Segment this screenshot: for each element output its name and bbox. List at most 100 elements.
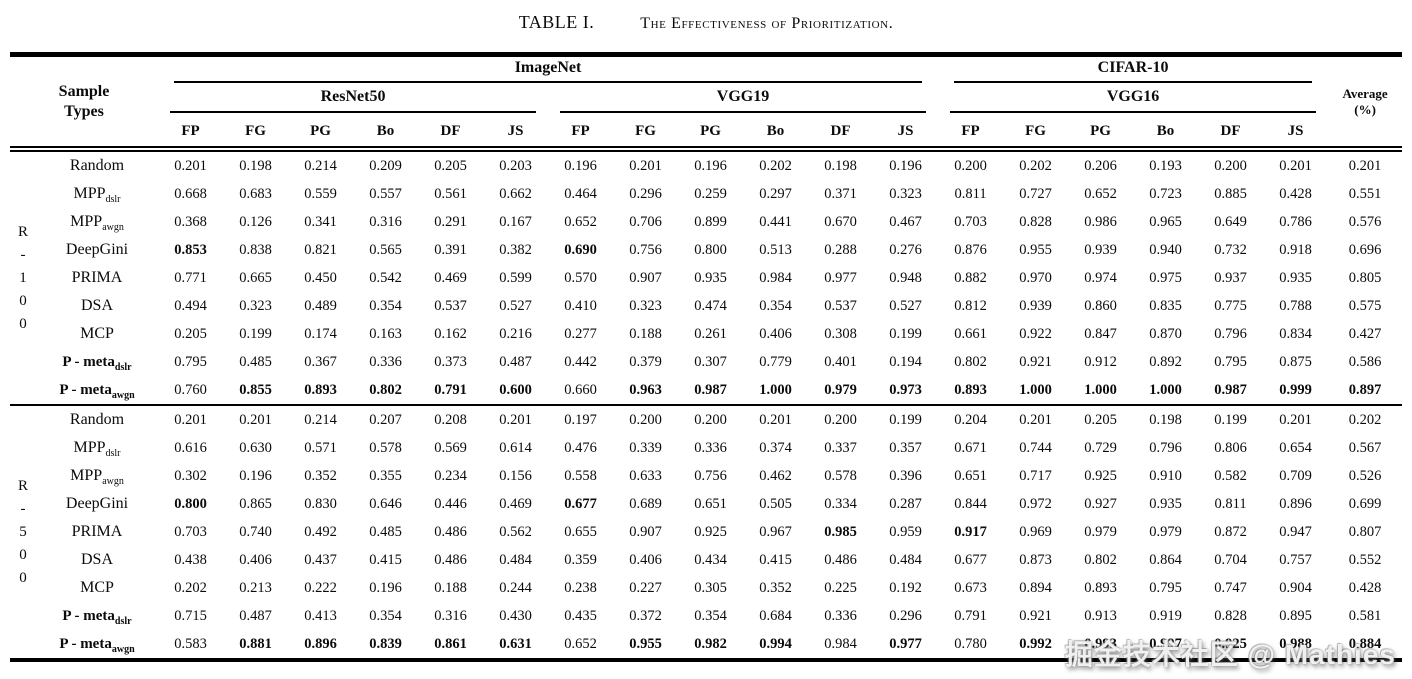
value-cell: 0.834: [1279, 325, 1312, 342]
value-cell: 0.194: [889, 353, 922, 370]
row-label: Random: [69, 157, 125, 174]
value-cell: 0.791: [434, 381, 467, 398]
column-header-bo: Bo: [1133, 117, 1199, 152]
value-cell: 0.323: [239, 297, 272, 314]
row-label-subscript: dslr: [105, 448, 121, 460]
average-cell: 0.586: [1348, 353, 1382, 370]
value-cell: 0.662: [499, 185, 532, 202]
value-cell: 0.202: [759, 157, 792, 174]
value-cell: 0.578: [369, 439, 402, 456]
value-cell: 0.892: [1149, 353, 1182, 370]
value-cell: 0.437: [304, 551, 337, 568]
value-cell: 0.406: [239, 551, 272, 568]
value-cell: 0.205: [434, 157, 467, 174]
value-cell: 0.316: [434, 607, 467, 624]
average-cell: 0.696: [1348, 241, 1382, 258]
column-header-bo: Bo: [353, 117, 419, 152]
value-cell: 0.162: [434, 325, 467, 342]
value-cell: 0.204: [938, 404, 1004, 434]
column-header-fg: FG: [1003, 117, 1069, 152]
value-cell: 0.875: [1279, 353, 1312, 370]
value-cell: 0.201: [158, 404, 224, 434]
value-cell: 0.865: [239, 495, 272, 512]
value-cell: 0.677: [564, 495, 597, 512]
value-cell: 0.323: [889, 185, 922, 202]
value-cell: 0.717: [1019, 467, 1052, 484]
value-cell: 0.396: [889, 467, 922, 484]
value-cell: 0.771: [174, 269, 207, 286]
value-cell: 0.438: [174, 551, 207, 568]
value-cell: 0.775: [1214, 297, 1247, 314]
value-cell: 0.999: [1279, 381, 1312, 398]
value-cell: 0.927: [1084, 495, 1117, 512]
row-label: MPPdslr: [73, 439, 121, 460]
table-caption-number: TABLE I.: [518, 12, 595, 32]
value-cell: 0.893: [304, 381, 337, 398]
value-cell: 0.214: [288, 404, 354, 434]
value-cell: 0.537: [824, 297, 857, 314]
value-cell: 0.467: [889, 213, 922, 230]
row-label: PRIMA: [71, 269, 123, 286]
value-cell: 0.352: [304, 467, 337, 484]
value-cell: 0.791: [954, 607, 987, 624]
value-cell: 0.192: [889, 579, 922, 596]
value-cell: 0.188: [629, 325, 662, 342]
value-cell: 0.977: [824, 269, 857, 286]
value-cell: 0.786: [1279, 213, 1312, 230]
model-header-vgg19: VGG19: [548, 84, 938, 117]
value-cell: 0.199: [889, 325, 922, 342]
value-cell: 0.992: [1019, 635, 1052, 652]
value-cell: 0.382: [499, 241, 532, 258]
value-cell: 0.893: [1084, 579, 1117, 596]
value-cell: 0.196: [694, 157, 727, 174]
row-label: DSA: [81, 297, 114, 314]
value-cell: 0.821: [304, 241, 337, 258]
value-cell: 0.757: [1279, 551, 1312, 568]
column-header-fg: FG: [223, 117, 289, 152]
value-cell: 0.955: [629, 635, 662, 652]
row-label-subscript: awgn: [102, 222, 124, 234]
dataset-header-cifar10: CIFAR-10: [938, 55, 1328, 85]
table-row: DeepGini 0.853 0.838 0.821 0.565 0.391 0.382 0.…: [10, 236, 1402, 264]
value-cell: 0.910: [1149, 467, 1182, 484]
value-cell: 0.984: [824, 635, 857, 652]
value-cell: 0.872: [1214, 523, 1247, 540]
value-cell: 0.948: [889, 269, 922, 286]
value-cell: 0.600: [499, 381, 532, 398]
value-cell: 0.919: [1149, 607, 1182, 624]
value-cell: 0.174: [304, 325, 337, 342]
value-cell: 0.670: [824, 213, 857, 230]
value-cell: 0.487: [239, 607, 272, 624]
value-cell: 0.305: [694, 579, 727, 596]
value-cell: 0.296: [629, 185, 662, 202]
row-label-subscript: dslr: [105, 194, 121, 206]
average-cell: 0.427: [1348, 325, 1382, 342]
value-cell: 0.935: [694, 269, 727, 286]
value-cell: 0.907: [629, 523, 662, 540]
column-header-js: JS: [483, 117, 549, 152]
value-cell: 0.788: [1279, 297, 1312, 314]
value-cell: 0.972: [1019, 495, 1052, 512]
value-cell: 0.410: [564, 297, 597, 314]
column-header-fp: FP: [938, 117, 1004, 152]
value-cell: 0.203: [499, 157, 532, 174]
value-cell: 0.988: [1279, 635, 1312, 652]
value-cell: 0.683: [239, 185, 272, 202]
value-cell: 0.469: [434, 269, 467, 286]
value-cell: 0.899: [694, 213, 727, 230]
value-cell: 0.373: [434, 353, 467, 370]
value-cell: 0.201: [174, 157, 207, 174]
row-label: Random: [36, 404, 159, 434]
value-cell: 0.557: [369, 185, 402, 202]
column-header-pg: PG: [288, 117, 354, 152]
value-cell: 0.415: [759, 551, 792, 568]
value-cell: 0.527: [889, 297, 922, 314]
value-cell: 0.238: [564, 579, 597, 596]
value-cell: 0.201: [483, 404, 549, 434]
row-label: DSA: [81, 551, 114, 568]
value-cell: 0.649: [1214, 213, 1247, 230]
value-cell: 0.374: [759, 439, 792, 456]
value-cell: 0.652: [1084, 185, 1117, 202]
column-header-fp: FP: [548, 117, 614, 152]
